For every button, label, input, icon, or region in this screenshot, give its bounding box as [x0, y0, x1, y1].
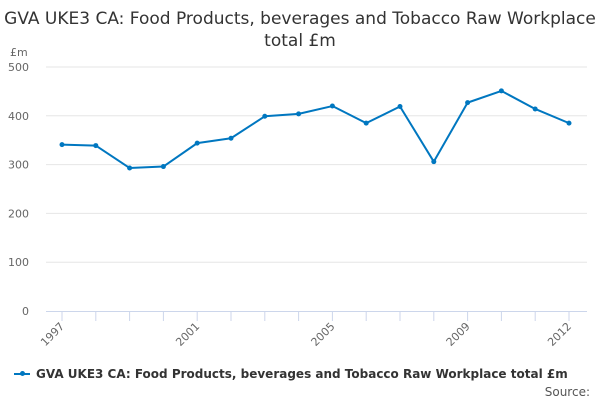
y-tick-label: 500	[8, 61, 29, 74]
data-point	[329, 103, 335, 109]
y-tick-label: 400	[8, 110, 29, 123]
data-point	[397, 104, 403, 110]
data-point	[363, 120, 369, 126]
x-tick-label: 2001	[173, 320, 202, 349]
x-tick-label: 1997	[38, 320, 67, 349]
data-point	[160, 164, 166, 170]
data-point	[431, 159, 437, 165]
legend-item[interactable]: GVA UKE3 CA: Food Products, beverages an…	[14, 367, 568, 381]
data-point	[262, 113, 268, 119]
data-point	[296, 111, 302, 117]
data-point	[194, 140, 200, 146]
x-tick-label: 2009	[444, 320, 473, 349]
source-label: Source:	[544, 385, 590, 399]
data-point	[93, 143, 99, 149]
legend-label: GVA UKE3 CA: Food Products, beverages an…	[36, 367, 568, 381]
y-tick-label: 0	[22, 305, 29, 318]
data-point	[532, 106, 538, 112]
series-line	[61, 89, 570, 170]
data-point	[127, 165, 133, 171]
y-axis-label: £m	[10, 46, 28, 59]
x-tick-label: 2012	[545, 320, 574, 349]
y-tick-label: 300	[8, 159, 29, 172]
chart-title: GVA UKE3 CA: Food Products, beverages an…	[4, 9, 596, 51]
x-tick-label: 2005	[309, 320, 338, 349]
data-point	[465, 100, 471, 106]
data-point	[228, 135, 234, 141]
y-tick-label: 100	[8, 256, 29, 269]
y-tick-label: 200	[8, 207, 29, 220]
legend-swatch-icon	[14, 371, 30, 376]
data-point	[566, 120, 572, 126]
data-point	[498, 88, 504, 94]
data-point	[59, 142, 65, 148]
